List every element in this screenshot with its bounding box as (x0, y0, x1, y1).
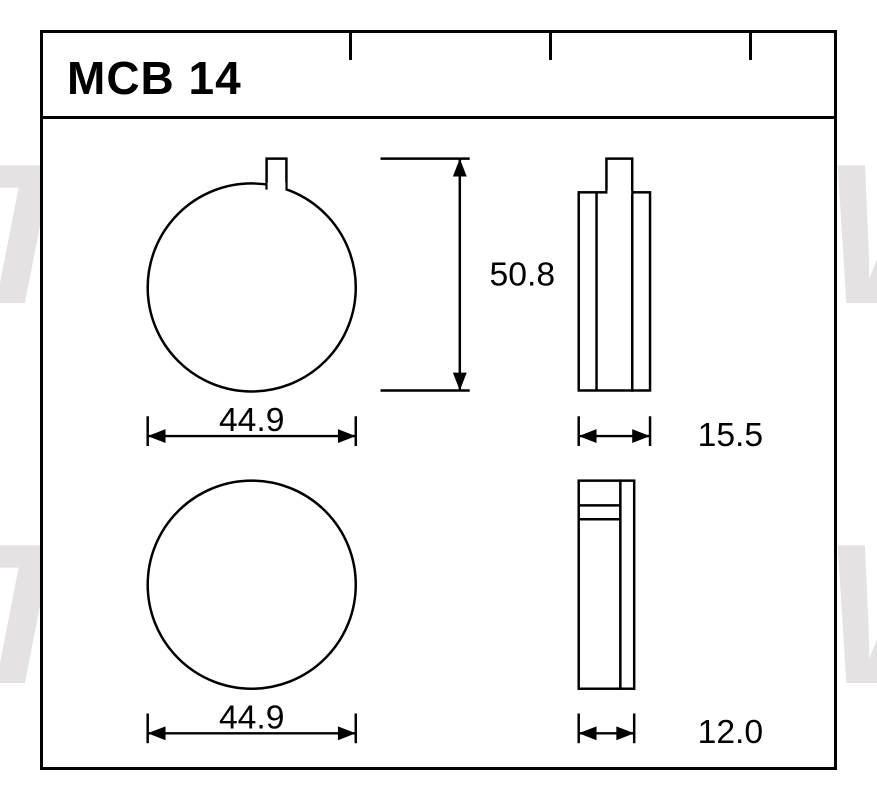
part-number: MCB 14 (67, 51, 242, 105)
part-bottom-side-view (579, 481, 634, 689)
dim-top-thickness-value: 15.5 (698, 417, 764, 454)
technical-drawing: 50.8 44.9 15.5 (43, 119, 834, 767)
dim-top-thickness: 15.5 (579, 416, 763, 454)
dim-height-overall: 50.8 (381, 159, 556, 391)
dim-top-diameter: 44.9 (148, 402, 356, 446)
drawing-stage: 50.8 44.9 15.5 (43, 119, 834, 767)
title-bar: MCB 14 (43, 33, 834, 119)
dim-height-value: 50.8 (490, 256, 556, 293)
dim-bottom-diameter: 44.9 (148, 699, 356, 743)
dim-top-diameter-value: 44.9 (219, 402, 285, 439)
drawing-frame: MCB 14 (40, 30, 837, 770)
part-top-side-view (579, 159, 650, 391)
part-top-front-view (148, 159, 356, 392)
dim-bottom-thickness: 12.0 (579, 713, 763, 751)
dim-bottom-thickness-value: 12.0 (698, 714, 764, 751)
dim-bottom-diameter-value: 44.9 (219, 699, 285, 736)
part-bottom-front-view (148, 481, 356, 689)
